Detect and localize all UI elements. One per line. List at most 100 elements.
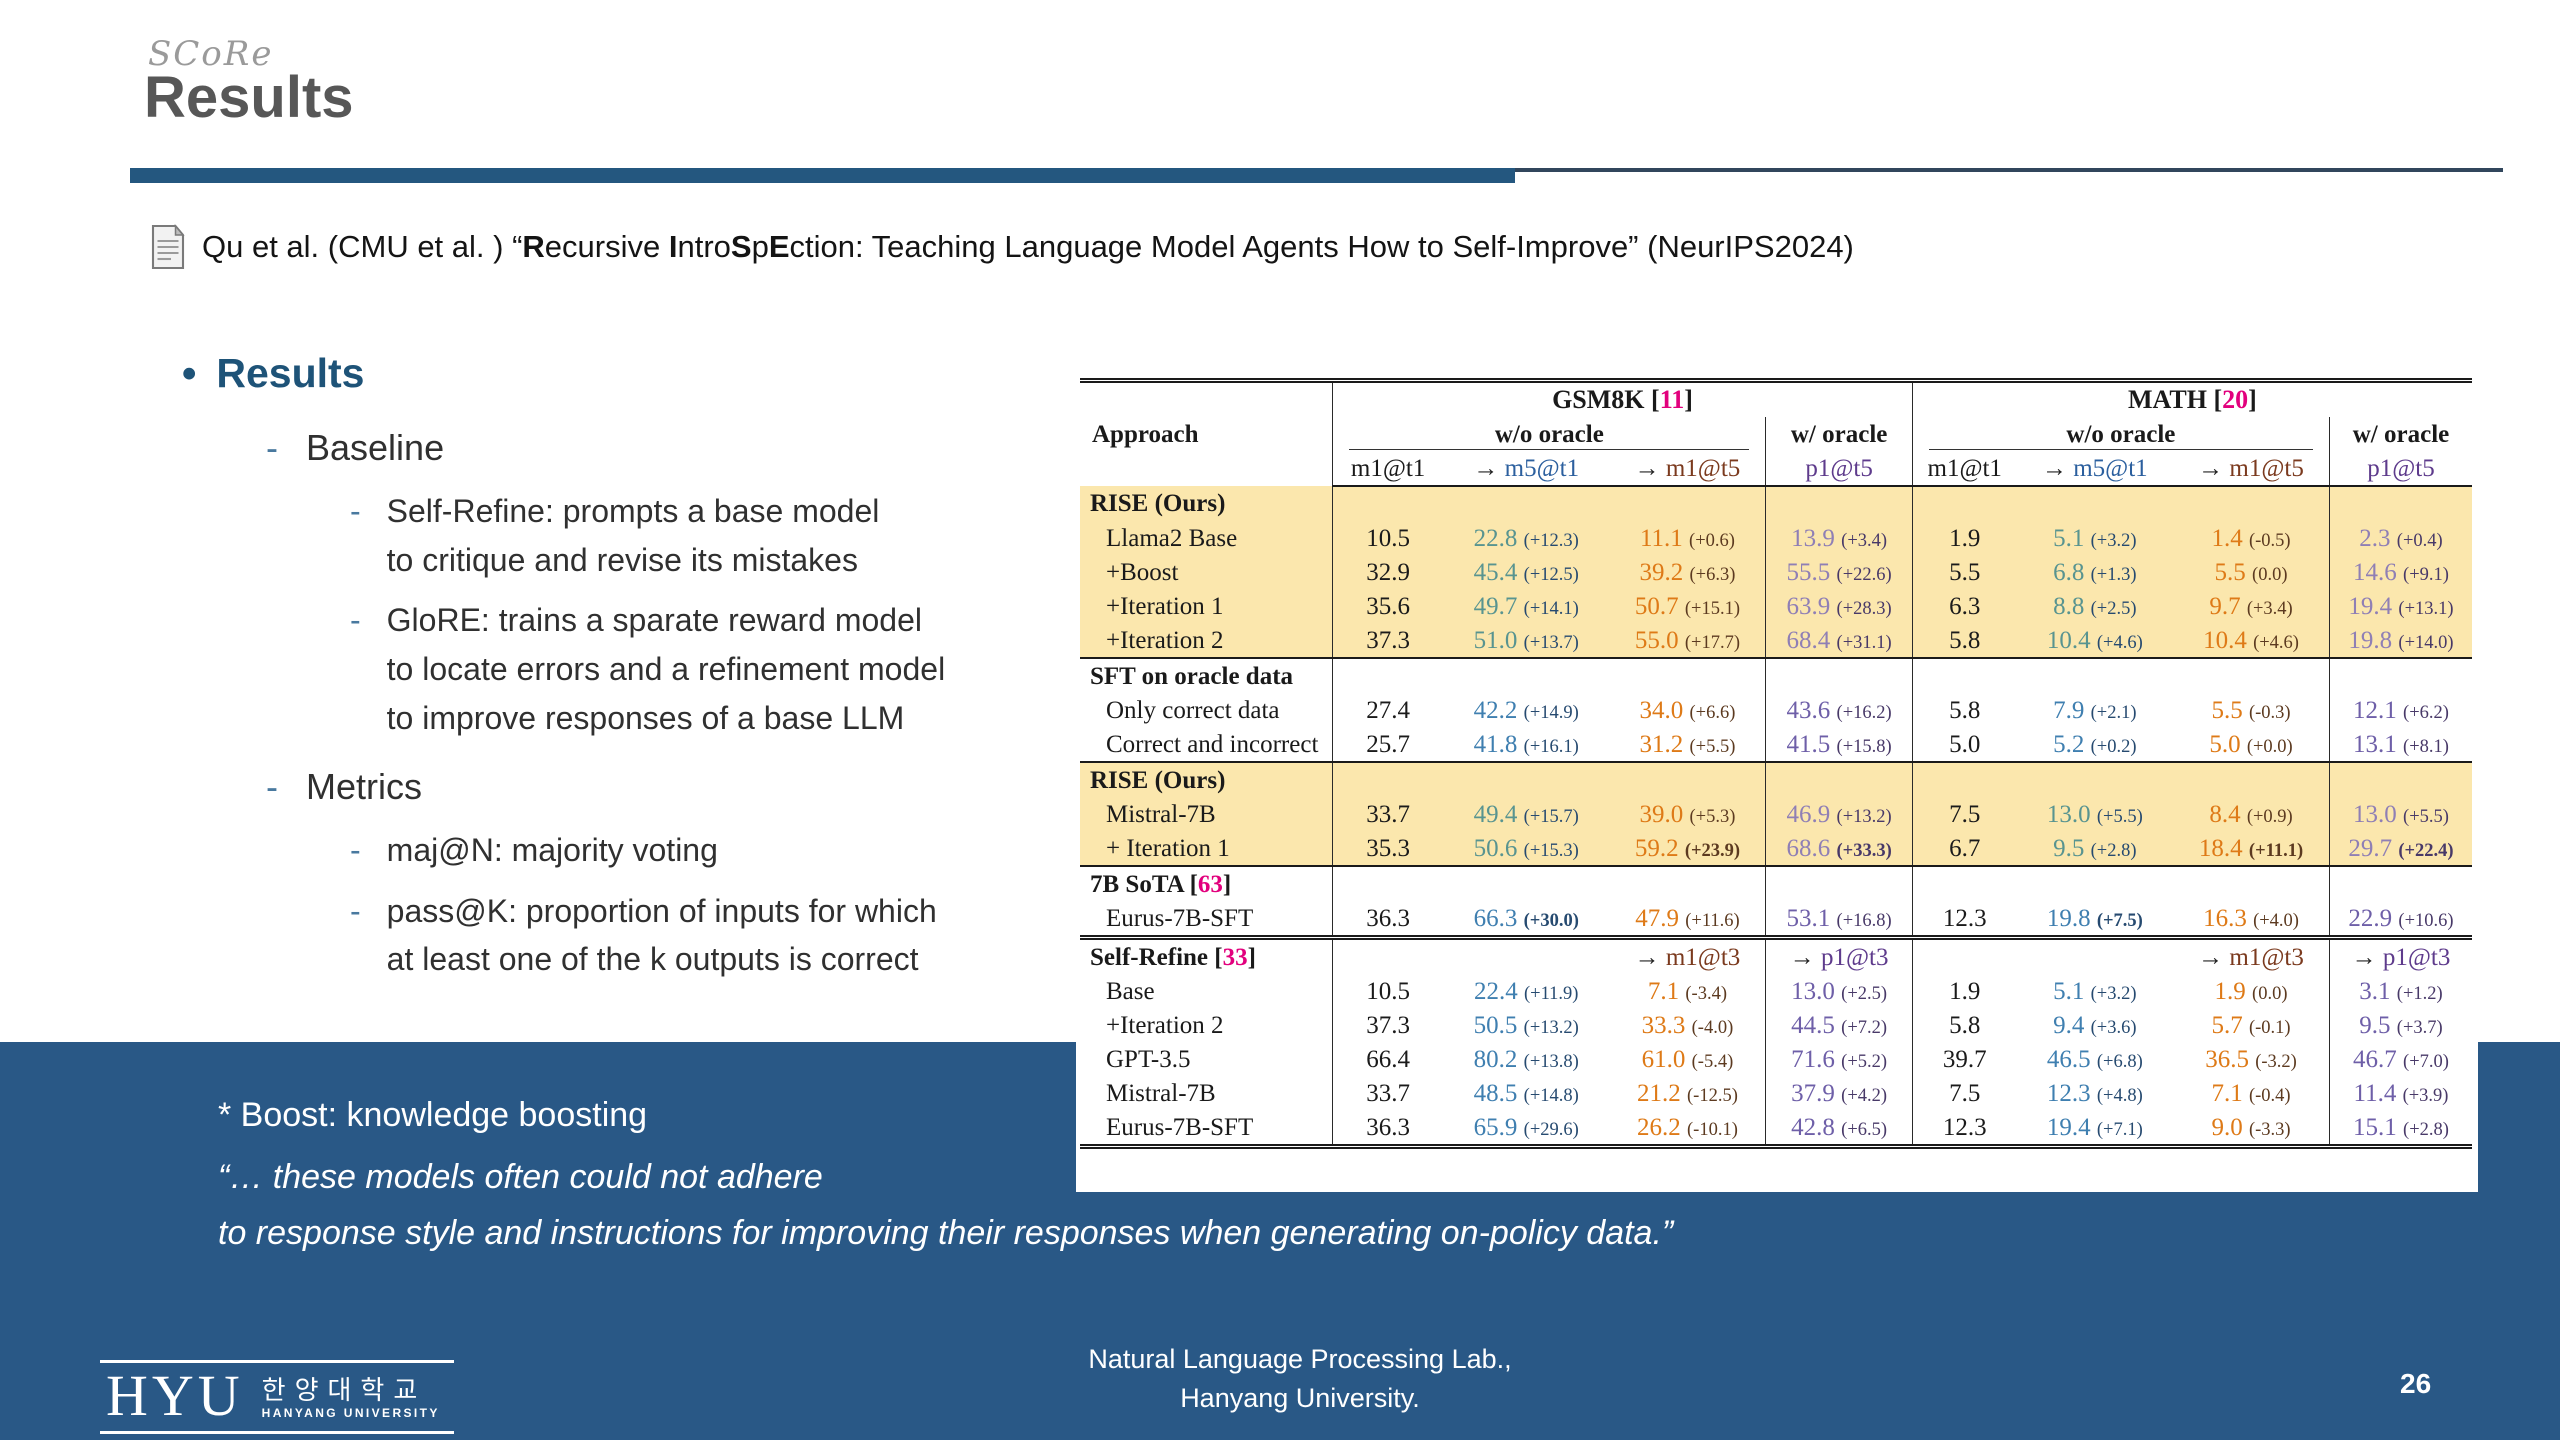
metric-cell: 42.8 (+6.5) xyxy=(1765,1110,1913,1147)
score-watermark: SCoRe xyxy=(148,34,274,74)
metric-cell: 13.0 (+5.5) xyxy=(2328,797,2472,831)
metric-cell: 68.6 (+33.3) xyxy=(1765,831,1913,866)
group-subheader-cell xyxy=(1765,657,1913,693)
approach-label: Mistral-7B xyxy=(1106,800,1216,828)
metric-cell: 7.1 (-3.4) xyxy=(1647,977,1727,1005)
title-underline-accent xyxy=(130,168,1515,183)
approach-label: Correct and incorrect xyxy=(1106,730,1319,758)
metric-cell: 49.4 (+15.7) xyxy=(1473,800,1579,828)
metric-cell: 5.1 (+3.2) xyxy=(2053,524,2137,552)
metric-cell: 9.5 (+2.8) xyxy=(2053,834,2137,862)
footer-lab-line1: Natural Language Processing Lab., xyxy=(1088,1344,1512,1374)
metric-cell: 12.3 (+4.8) xyxy=(2046,1079,2143,1107)
approach-label: Mistral-7B xyxy=(1106,1079,1216,1107)
metric-cell: 55.0 (+17.7) xyxy=(1634,626,1741,654)
group-subheader-cell xyxy=(1609,761,1766,797)
group-subheader-cell: → p1@t3 xyxy=(2328,935,2472,974)
results-table-panel: Approach GSM8K [11] MATH [20] w/o oracle w/ … xyxy=(1076,372,2478,1192)
group-subheader-cell xyxy=(2328,865,2472,901)
metric-cell: 35.3 xyxy=(1332,831,1444,866)
metric-cell: 39.0 (+5.3) xyxy=(1639,800,1736,828)
metric-cell: 46.5 (+6.8) xyxy=(2046,1045,2143,1073)
group-subheader-cell xyxy=(1765,761,1913,797)
metric-cell: 13.1 (+8.1) xyxy=(2328,727,2472,762)
metric-cell: 11.1 (+0.6) xyxy=(1639,524,1735,552)
metric-cell: 7.5 xyxy=(1911,1076,2017,1110)
group-subheader-cell: → m1@t3 xyxy=(1609,935,1766,974)
table-group-header-row: RISE (Ours) xyxy=(1080,486,2472,521)
metric-cell: 8.8 (+2.5) xyxy=(2053,592,2137,620)
metric-cell: 11.4 (+3.9) xyxy=(2328,1076,2472,1110)
group-subheader-cell xyxy=(1443,657,1610,693)
page-number: 26 xyxy=(2400,1368,2432,1399)
metric-cell: 1.9 xyxy=(1911,974,2017,1008)
metric-cell: 59.2 (+23.9) xyxy=(1634,834,1741,862)
table-group-header-row: Self-Refine [33] → m1@t3 → p1@t3 → m1@t3 → p… xyxy=(1080,935,2472,974)
metric-cell: 22.9 (+10.6) xyxy=(2328,901,2472,938)
group-subheader-cell xyxy=(2173,486,2329,521)
table-row: Mistral-7B 33.7 49.4 (+15.7) 39.0 (+5.3) 46.… xyxy=(1080,797,2472,831)
footer-lab-line2: Hanyang University. xyxy=(1180,1383,1420,1414)
metric-cell: 21.2 (-12.5) xyxy=(1637,1079,1738,1107)
metric-cell: 18.4 (+11.1) xyxy=(2198,834,2304,862)
approach-label: + Iteration 1 xyxy=(1106,834,1230,862)
metric-cell: 13.0 (+5.5) xyxy=(2046,800,2143,828)
table-group-header-row: 7B SoTA [63] xyxy=(1080,865,2472,901)
metric-cell: 33.3 (-4.0) xyxy=(1641,1011,1734,1039)
logo-hyu-text: HYU xyxy=(106,1363,244,1428)
group-subheader-cell xyxy=(1911,935,2017,974)
table-row: +Boost 32.9 45.4 (+12.5) 39.2 (+6.3) 55.5 (+… xyxy=(1080,555,2472,589)
approach-label: Llama2 Base xyxy=(1106,524,1238,552)
metric-header: p1@t5 xyxy=(1765,451,1913,487)
metric-cell: 5.8 xyxy=(1911,1008,2017,1042)
group-subheader-cell xyxy=(1332,761,1444,797)
quote-line-1: “… these models often could not adhere xyxy=(218,1158,823,1196)
group-subheader-cell xyxy=(1332,657,1444,693)
metric-cell: 10.4 (+4.6) xyxy=(2203,626,2299,654)
group-subheader-cell xyxy=(1443,865,1610,901)
metric-cell: 5.5 (-0.3) xyxy=(2211,696,2291,724)
metric-cell: 5.7 (-0.1) xyxy=(2211,1011,2291,1039)
metric-header: p1@t5 xyxy=(2328,451,2472,487)
table-row: +Iteration 2 37.3 50.5 (+13.2) 33.3 (-4.0) 4… xyxy=(1080,1008,2472,1042)
metric-cell: 9.5 (+3.7) xyxy=(2328,1008,2472,1042)
quote-line-2: to response style and instructions for i… xyxy=(218,1214,1674,1252)
metric-cell: 46.9 (+13.2) xyxy=(1765,797,1913,831)
group-subheader-cell xyxy=(1911,761,2017,797)
group-subheader-cell xyxy=(1765,486,1913,521)
group-subheader-cell xyxy=(2328,657,2472,693)
metric-cell: 27.4 xyxy=(1332,693,1444,727)
oracle-header-with: w/ oracle xyxy=(2328,417,2472,451)
group-subheader-cell xyxy=(2016,761,2174,797)
approach-label: +Iteration 2 xyxy=(1106,1011,1224,1039)
oracle-header-without: w/o oracle xyxy=(1332,417,1766,451)
metric-cell: 41.5 (+15.8) xyxy=(1765,727,1913,762)
approach-label: Eurus-7B-SFT xyxy=(1106,904,1254,932)
bullet-item: - Metrics xyxy=(266,766,422,808)
group-subheader-cell xyxy=(2016,657,2174,693)
metric-cell: 42.2 (+14.9) xyxy=(1473,696,1579,724)
metric-cell: 6.3 xyxy=(1911,589,2017,623)
metric-cell: 6.8 (+1.3) xyxy=(2053,558,2137,586)
metric-header: → m5@t1 xyxy=(1443,451,1610,487)
metric-cell: 50.7 (+15.1) xyxy=(1634,592,1741,620)
metric-cell: 5.8 xyxy=(1911,693,2017,727)
group-subheader-cell: → m1@t3 xyxy=(2173,935,2330,974)
group-name: Self-Refine [33] xyxy=(1080,935,1333,974)
metric-cell: 1.9 (0.0) xyxy=(2214,977,2288,1005)
group-subheader-cell xyxy=(1765,865,1913,901)
metric-cell: 45.4 (+12.5) xyxy=(1473,558,1579,586)
metric-cell: 31.2 (+5.5) xyxy=(1639,730,1736,758)
metric-cell: 5.5 xyxy=(1911,555,2017,589)
metric-cell: 12.3 xyxy=(1911,1110,2017,1147)
group-subheader-cell xyxy=(1332,865,1444,901)
metric-cell: 34.0 (+6.6) xyxy=(1639,696,1736,724)
metric-cell: 9.0 (-3.3) xyxy=(2211,1113,2291,1141)
metric-cell: 66.3 (+30.0) xyxy=(1473,904,1579,932)
bullet-list: • Results - Baseline - Self-Refine: prompts a… xyxy=(182,350,1082,996)
bullet-subitem: - pass@K: proportion of inputs for which a… xyxy=(350,892,937,978)
table-row: +Iteration 2 37.3 51.0 (+13.7) 55.0 (+17.7)… xyxy=(1080,623,2472,658)
column-header-approach: Approach xyxy=(1092,421,1199,448)
metric-cell: 43.6 (+16.2) xyxy=(1765,693,1913,727)
group-subheader-cell xyxy=(2173,865,2330,901)
